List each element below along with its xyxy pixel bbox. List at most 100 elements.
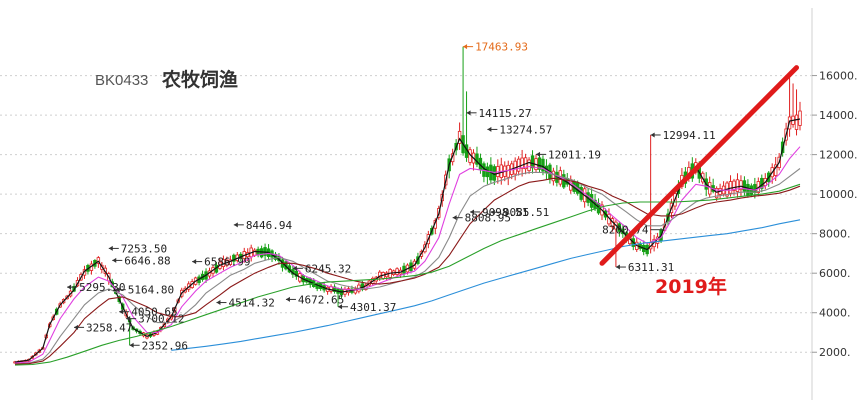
price-annotation: 7253.50 [108, 242, 167, 255]
annotation-label: 6245.32 [305, 262, 351, 275]
annotation-arrowhead [126, 316, 131, 322]
annotation-label: 13274.57 [499, 123, 552, 136]
y-tick-label: 14000. [819, 109, 857, 122]
annotation-arrowhead [292, 265, 297, 271]
annotation-arrowhead [233, 222, 238, 228]
price-annotation: 13274.57 [487, 123, 552, 136]
chart-title: BK0433 农牧饲渔 [95, 68, 238, 91]
y-tick-label: 16000. [819, 70, 857, 83]
candle-body [530, 155, 535, 169]
price-annotation: 6245.32 [292, 262, 351, 275]
annotation-arrowhead [108, 245, 113, 251]
y-tick-label: 12000. [819, 149, 857, 162]
candle-body [353, 288, 358, 294]
y-axis: 2000. 4000. 6000. 8000. 10000. 12000. 14000. 16… [811, 8, 857, 400]
candle-body [527, 159, 531, 172]
line-ma30 [14, 177, 801, 365]
candle-body [96, 257, 101, 264]
annotation-label: 7253.50 [121, 242, 167, 255]
annotation-arrowhead [285, 296, 290, 302]
annotation-label: 17463.93 [475, 41, 528, 54]
price-annotation: 3258.47 [74, 321, 132, 334]
candle-body [714, 188, 719, 199]
price-annotation: 4672.65 [285, 293, 344, 306]
annotation-arrowhead [112, 257, 117, 263]
candle-body [798, 110, 802, 126]
price-annotation: 2352.96 [129, 339, 188, 352]
annotation-label: 6311.31 [628, 261, 674, 274]
annotation-label: 4672.65 [298, 293, 344, 306]
candle-body [753, 184, 757, 193]
price-annotation: 9085.51 [490, 206, 549, 219]
chart-title-name: 农牧饲渔 [161, 68, 238, 91]
trend-arrow-layer [599, 65, 800, 266]
candle-body [520, 157, 524, 169]
candle-body [516, 158, 521, 172]
candle-body [457, 130, 462, 144]
annotation-arrowhead [466, 110, 471, 116]
annotation-label: 8808.95 [465, 212, 511, 225]
price-annotation: 6646.88 [112, 254, 171, 267]
annotation-label: 3258.47 [86, 321, 132, 334]
annotation-label: 6586.99 [204, 256, 250, 269]
y-tick-label: 10000. [819, 188, 857, 201]
annotation-arrowhead [216, 300, 221, 306]
annotation-label: 12011.19 [548, 148, 601, 161]
price-annotation: 9098.51 [470, 206, 528, 219]
candle-body [541, 158, 545, 172]
candle-body [537, 157, 542, 170]
annotation-arrowhead [487, 126, 492, 132]
price-annotation: 3700.12 [126, 313, 185, 326]
price-annotation: 8808.95 [452, 212, 511, 225]
candle-body [378, 271, 382, 279]
price-annotation: 6586.99 [192, 256, 251, 269]
annotation-arrowhead [115, 287, 120, 293]
candle-body [794, 114, 799, 130]
price-annotation: 4514.32 [216, 297, 275, 310]
candle-body [506, 164, 510, 178]
candle-body [732, 180, 736, 191]
y-tick-label: 4000. [819, 307, 851, 320]
annotation-arrowhead [74, 324, 79, 330]
annotation-label: 8446.94 [246, 219, 293, 232]
annotation-label: 5164.80 [128, 284, 174, 297]
line-ma120 [171, 219, 801, 351]
annotation-arrowhead [119, 309, 124, 315]
price-annotation: 5295.30 [67, 281, 125, 294]
line-ma5 [14, 118, 801, 363]
annotation-label: 4301.37 [350, 301, 396, 314]
price-annotation: 12011.19 [536, 148, 601, 161]
annotation-arrowhead [192, 259, 197, 265]
candle-body [263, 247, 267, 256]
line-ma20 [14, 168, 801, 365]
price-annotations: 17463.93 14115.27 13274.57 12011.19 12994.11… [67, 41, 716, 352]
annotation-arrowhead [67, 284, 72, 290]
candle-body [252, 249, 257, 256]
annotation-label: 4514.32 [228, 297, 274, 310]
annotation-label: 4050.65 [131, 306, 177, 319]
annotation-arrowhead [452, 215, 457, 221]
annotation-label: 2352.96 [142, 339, 188, 352]
price-annotation: 4050.65 [119, 306, 178, 319]
candle-body [728, 181, 733, 194]
annotation-arrowhead [650, 132, 655, 138]
annotation-arrowhead [129, 342, 134, 348]
annotation-label: 9085.51 [503, 206, 549, 219]
candle-body [551, 170, 556, 182]
price-annotation: 14115.27 [466, 107, 532, 120]
price-annotation: 12994.11 [650, 129, 716, 142]
candle-body [475, 153, 479, 165]
price-annotation: 5164.80 [115, 284, 174, 297]
candle-body [735, 179, 740, 192]
annotation-arrowhead [463, 44, 468, 50]
price-annotation: 4301.37 [338, 301, 396, 314]
annotation-label: 9098.51 [482, 206, 528, 219]
annotation-label: 3700.12 [138, 313, 184, 326]
candle-body [232, 254, 236, 262]
callout-2019: 2019年 [655, 275, 727, 298]
trend-arrow [599, 65, 800, 266]
price-annotation: 6311.31 [615, 261, 674, 274]
candle-body [742, 180, 747, 192]
